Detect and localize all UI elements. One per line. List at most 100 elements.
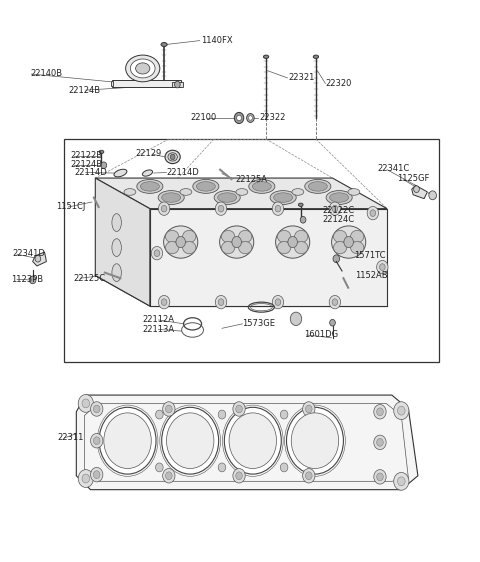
Circle shape [288,237,298,248]
Text: 22125C: 22125C [73,274,105,283]
Circle shape [397,406,405,415]
Circle shape [397,477,405,486]
Circle shape [154,250,160,256]
Ellipse shape [219,226,254,258]
Circle shape [158,202,170,215]
Circle shape [156,463,163,472]
Circle shape [234,112,244,124]
Text: 22321: 22321 [288,74,314,83]
Text: 22112A: 22112A [143,315,175,324]
Circle shape [229,413,276,469]
Text: 22125A: 22125A [235,175,267,184]
Polygon shape [96,178,150,306]
Circle shape [218,410,226,419]
Circle shape [161,299,167,306]
Circle shape [232,237,241,248]
Ellipse shape [221,242,235,253]
Ellipse shape [332,226,366,258]
Text: 22124B: 22124B [68,85,100,94]
Circle shape [175,81,180,88]
Ellipse shape [274,193,293,202]
Ellipse shape [193,179,219,193]
Ellipse shape [334,230,347,243]
Ellipse shape [218,193,237,202]
Text: 22122C: 22122C [322,206,354,215]
Ellipse shape [277,230,291,243]
Circle shape [374,470,386,484]
Text: 22113A: 22113A [143,325,175,334]
Ellipse shape [131,59,155,78]
Circle shape [91,433,103,448]
Ellipse shape [252,182,271,191]
Circle shape [158,296,170,309]
Circle shape [305,472,312,479]
Ellipse shape [348,189,360,196]
Ellipse shape [264,55,269,58]
Circle shape [163,469,175,483]
Text: 1152AB: 1152AB [355,271,387,280]
Polygon shape [111,81,113,86]
Ellipse shape [295,230,308,243]
Circle shape [151,247,163,260]
Circle shape [377,408,384,416]
Ellipse shape [295,242,308,253]
Circle shape [82,399,90,408]
Ellipse shape [249,179,275,193]
Circle shape [218,205,224,212]
Circle shape [233,469,245,483]
Ellipse shape [299,203,303,206]
Circle shape [429,191,436,200]
Ellipse shape [182,230,196,243]
Circle shape [167,413,214,469]
Text: 22124C: 22124C [322,215,354,224]
Ellipse shape [292,189,304,196]
Ellipse shape [330,193,348,202]
Ellipse shape [326,191,352,205]
Circle shape [370,210,376,216]
Circle shape [377,438,384,446]
Text: 22122B: 22122B [70,151,102,160]
Ellipse shape [350,242,364,253]
Circle shape [237,115,241,121]
Circle shape [162,407,219,474]
Ellipse shape [270,191,296,205]
Ellipse shape [168,153,178,161]
Ellipse shape [112,239,121,256]
Circle shape [101,162,107,169]
Circle shape [332,205,338,212]
Ellipse shape [158,191,184,205]
Text: 22129: 22129 [136,148,162,157]
Polygon shape [172,82,183,87]
Circle shape [104,413,151,469]
Ellipse shape [143,170,153,176]
Polygon shape [112,80,180,87]
Ellipse shape [166,230,179,243]
Circle shape [280,463,288,472]
Circle shape [374,435,386,450]
Circle shape [291,413,339,469]
Circle shape [35,255,41,262]
Text: 1571TC: 1571TC [354,251,385,260]
Ellipse shape [236,189,248,196]
Circle shape [233,402,245,416]
Circle shape [332,299,338,306]
Ellipse shape [308,182,327,191]
Circle shape [99,407,156,474]
Text: 1123PB: 1123PB [12,275,44,284]
Polygon shape [96,178,387,209]
Text: 22320: 22320 [326,79,352,88]
Circle shape [236,405,242,413]
Circle shape [29,276,36,284]
Circle shape [216,296,227,309]
Text: 1125GF: 1125GF [397,174,430,183]
Circle shape [249,116,252,120]
Ellipse shape [180,189,192,196]
Ellipse shape [196,182,216,191]
Circle shape [330,319,336,326]
Circle shape [394,402,409,420]
Circle shape [94,405,100,413]
Text: 22114D: 22114D [167,168,199,177]
Circle shape [218,299,224,306]
Ellipse shape [182,242,196,253]
Circle shape [94,471,100,478]
